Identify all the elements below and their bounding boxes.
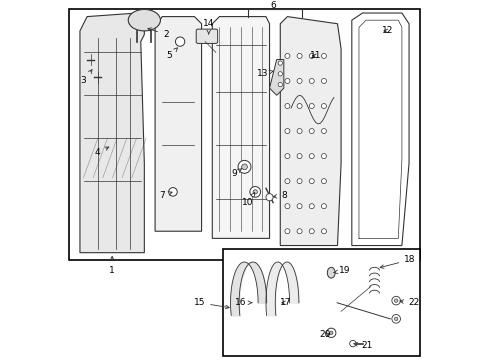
FancyBboxPatch shape — [196, 29, 217, 44]
Circle shape — [297, 204, 302, 209]
Circle shape — [297, 104, 302, 108]
Polygon shape — [80, 13, 144, 253]
Polygon shape — [351, 13, 408, 246]
Text: 19: 19 — [333, 266, 350, 275]
Circle shape — [249, 186, 260, 197]
Circle shape — [321, 129, 326, 134]
Text: 14: 14 — [203, 19, 214, 34]
Ellipse shape — [326, 267, 334, 278]
Polygon shape — [269, 59, 283, 95]
Circle shape — [391, 315, 400, 323]
Circle shape — [321, 53, 326, 58]
Text: 2: 2 — [147, 28, 168, 39]
Circle shape — [308, 104, 314, 108]
Bar — [69, 9, 419, 260]
Circle shape — [321, 154, 326, 159]
Text: 9: 9 — [230, 168, 241, 179]
Circle shape — [278, 61, 282, 65]
Circle shape — [297, 78, 302, 84]
Circle shape — [297, 53, 302, 58]
Circle shape — [391, 296, 400, 305]
Circle shape — [238, 161, 250, 173]
Circle shape — [326, 328, 335, 337]
Text: 17: 17 — [280, 298, 291, 307]
Circle shape — [285, 229, 289, 234]
Circle shape — [285, 53, 289, 58]
Text: 11: 11 — [310, 51, 321, 60]
Polygon shape — [155, 17, 201, 231]
Circle shape — [321, 204, 326, 209]
Circle shape — [394, 299, 397, 302]
Circle shape — [168, 188, 177, 196]
Text: 5: 5 — [166, 48, 177, 60]
Circle shape — [278, 82, 282, 87]
Circle shape — [308, 179, 314, 184]
Text: 7: 7 — [159, 191, 172, 200]
Circle shape — [285, 204, 289, 209]
Bar — [223, 249, 419, 356]
Text: 6: 6 — [270, 1, 275, 10]
Polygon shape — [280, 17, 341, 246]
Text: 4: 4 — [95, 147, 109, 157]
Circle shape — [175, 37, 184, 46]
Ellipse shape — [128, 9, 160, 31]
Circle shape — [349, 340, 355, 347]
Circle shape — [285, 179, 289, 184]
Circle shape — [308, 204, 314, 209]
Text: 21: 21 — [353, 341, 371, 350]
Circle shape — [285, 154, 289, 159]
Circle shape — [308, 229, 314, 234]
Circle shape — [394, 317, 397, 321]
Text: 10: 10 — [242, 193, 254, 207]
Text: 16: 16 — [235, 298, 252, 307]
Circle shape — [321, 229, 326, 234]
Circle shape — [321, 78, 326, 84]
Text: 12: 12 — [381, 26, 392, 35]
Circle shape — [308, 154, 314, 159]
Text: 18: 18 — [379, 255, 415, 268]
Circle shape — [297, 229, 302, 234]
Text: 3: 3 — [81, 69, 92, 85]
Polygon shape — [212, 17, 269, 238]
Text: 8: 8 — [273, 191, 286, 200]
Text: 13: 13 — [256, 69, 273, 78]
Circle shape — [297, 154, 302, 159]
Circle shape — [297, 179, 302, 184]
Circle shape — [278, 72, 282, 76]
Circle shape — [297, 129, 302, 134]
Circle shape — [285, 129, 289, 134]
Circle shape — [321, 179, 326, 184]
Text: 1: 1 — [109, 256, 115, 275]
Circle shape — [329, 331, 332, 334]
Circle shape — [308, 53, 314, 58]
Text: 20: 20 — [319, 330, 330, 339]
Text: 22: 22 — [399, 298, 419, 307]
Circle shape — [285, 104, 289, 108]
Circle shape — [308, 78, 314, 84]
Circle shape — [285, 78, 289, 84]
Circle shape — [241, 164, 247, 170]
Circle shape — [253, 190, 257, 194]
Circle shape — [308, 129, 314, 134]
Text: 15: 15 — [193, 298, 229, 309]
Circle shape — [265, 194, 273, 201]
Circle shape — [321, 104, 326, 108]
